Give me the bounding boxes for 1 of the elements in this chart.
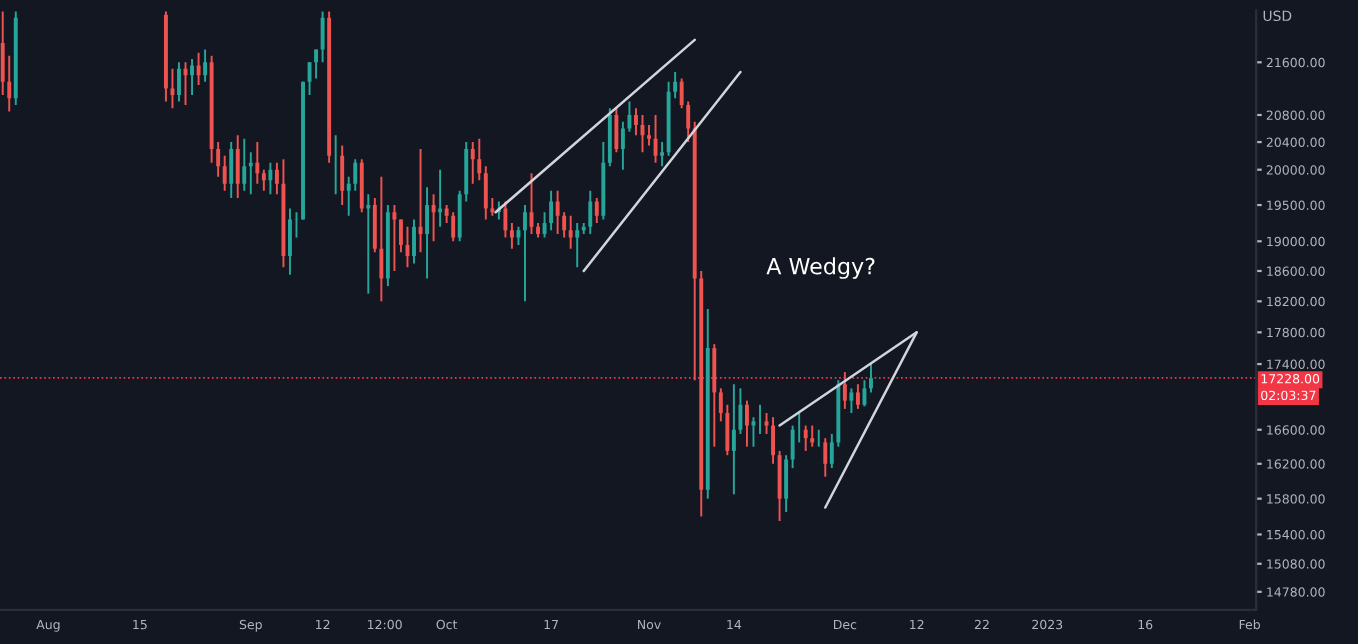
annotation: A Wedgy? — [766, 257, 875, 279]
